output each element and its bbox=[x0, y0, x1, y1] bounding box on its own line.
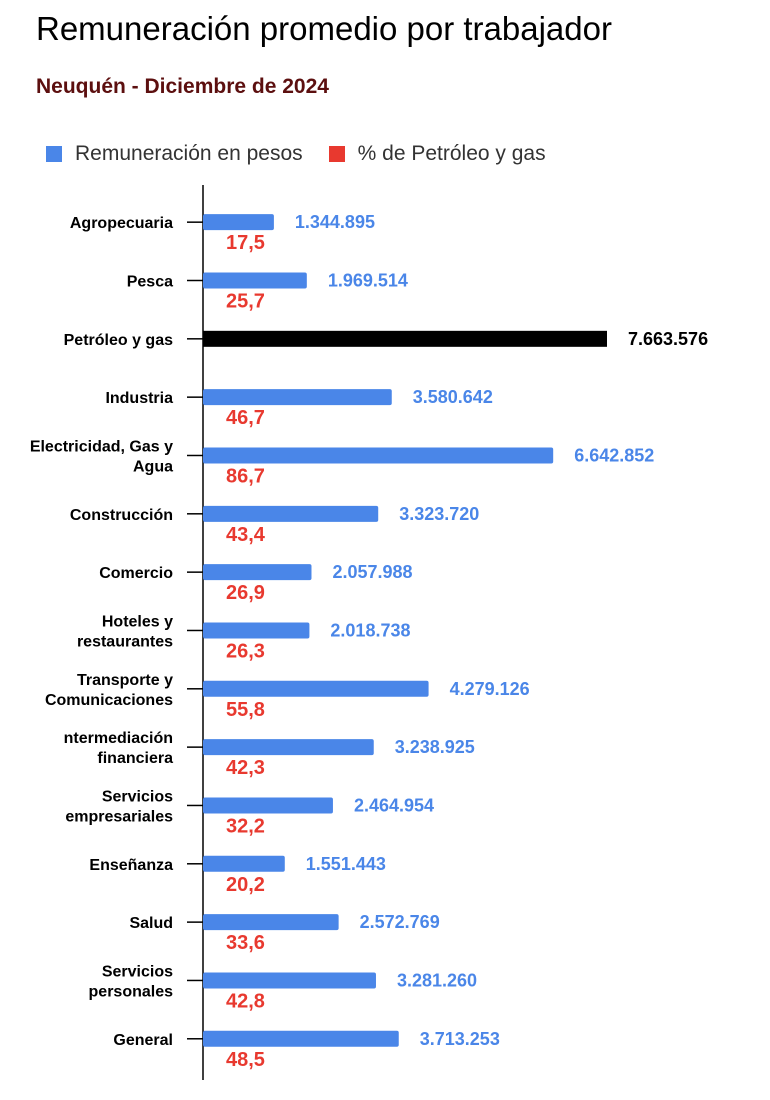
legend-swatch-remuneracion bbox=[46, 146, 62, 162]
bar-remuneracion bbox=[203, 1030, 399, 1047]
category-label: Construcción bbox=[70, 507, 173, 524]
category-label: personales bbox=[89, 983, 174, 1000]
bar-remuneracion bbox=[203, 972, 376, 989]
bar-remuneracion bbox=[203, 330, 607, 347]
value-label-porcentaje: 17,5 bbox=[226, 232, 265, 254]
category-label: Comunicaciones bbox=[45, 692, 173, 709]
legend-label-porcentaje: % de Petróleo y gas bbox=[357, 142, 546, 165]
bar-remuneracion bbox=[203, 505, 379, 522]
value-label-remuneracion: 1.969.514 bbox=[328, 270, 408, 290]
category-label: Agropecuaria bbox=[70, 215, 173, 232]
category-label: ntermediación bbox=[64, 730, 173, 747]
value-label-porcentaje: 42,3 bbox=[226, 757, 265, 779]
chart-title: Remuneración promedio por trabajador bbox=[36, 10, 612, 47]
value-label-porcentaje: 32,2 bbox=[226, 815, 265, 837]
category-label: financiera bbox=[97, 750, 173, 767]
category-label: Petróleo y gas bbox=[64, 332, 173, 349]
legend-item-remuneracion: Remuneración en pesos bbox=[46, 142, 303, 166]
value-label-porcentaje: 42,8 bbox=[226, 990, 265, 1012]
category-label: Servicios bbox=[102, 963, 173, 980]
value-label-remuneracion: 1.344.895 bbox=[295, 212, 375, 232]
value-label-porcentaje: 55,8 bbox=[226, 699, 265, 721]
value-label-remuneracion: 2.018.738 bbox=[330, 620, 410, 640]
legend-label-remuneracion: Remuneración en pesos bbox=[75, 142, 303, 165]
bar-remuneracion bbox=[203, 447, 554, 464]
bar-remuneracion bbox=[203, 214, 274, 231]
value-label-remuneracion: 7.663.576 bbox=[628, 329, 708, 349]
value-label-remuneracion: 3.323.720 bbox=[399, 504, 479, 524]
category-label: Hoteles y bbox=[102, 613, 173, 630]
value-label-remuneracion: 3.713.253 bbox=[420, 1029, 500, 1049]
value-label-remuneracion: 4.279.126 bbox=[450, 679, 530, 699]
category-label: empresariales bbox=[65, 808, 173, 825]
legend-item-porcentaje: % de Petróleo y gas bbox=[328, 142, 546, 166]
category-label: Transporte y bbox=[77, 672, 173, 689]
value-label-remuneracion: 2.464.954 bbox=[354, 795, 434, 815]
bar-remuneracion bbox=[203, 739, 374, 756]
bar-remuneracion bbox=[203, 389, 392, 406]
value-label-remuneracion: 3.580.642 bbox=[413, 387, 493, 407]
value-label-remuneracion: 2.057.988 bbox=[332, 562, 412, 582]
value-label-porcentaje: 86,7 bbox=[226, 465, 265, 487]
value-label-remuneracion: 3.238.925 bbox=[395, 737, 475, 757]
value-label-porcentaje: 26,3 bbox=[226, 640, 265, 662]
bar-remuneracion bbox=[203, 564, 312, 581]
value-label-porcentaje: 26,9 bbox=[226, 582, 265, 604]
bar-remuneracion bbox=[203, 622, 310, 639]
value-label-remuneracion: 3.281.260 bbox=[397, 970, 477, 990]
category-label: restaurantes bbox=[77, 633, 173, 650]
category-label: Industria bbox=[105, 390, 173, 407]
value-label-porcentaje: 48,5 bbox=[226, 1049, 265, 1071]
value-label-porcentaje: 25,7 bbox=[226, 290, 265, 312]
category-label: Servicios bbox=[102, 788, 173, 805]
chart-subtitle: Neuquén - Diciembre de 2024 bbox=[36, 75, 329, 98]
bar-remuneracion bbox=[203, 680, 429, 697]
legend-swatch-porcentaje bbox=[328, 146, 345, 162]
bar-remuneracion bbox=[203, 855, 285, 872]
value-label-remuneracion: 6.642.852 bbox=[574, 445, 654, 465]
value-label-porcentaje: 43,4 bbox=[226, 524, 266, 546]
bar-remuneracion bbox=[203, 272, 307, 289]
value-label-porcentaje: 46,7 bbox=[226, 407, 265, 429]
bar-remuneracion bbox=[203, 914, 339, 931]
legend: Remuneración en pesos % de Petróleo y ga… bbox=[46, 140, 572, 168]
category-label: Agua bbox=[133, 458, 173, 475]
value-label-porcentaje: 20,2 bbox=[226, 874, 265, 896]
bar-remuneracion bbox=[203, 797, 333, 814]
category-label: Comercio bbox=[99, 565, 173, 582]
category-label: Enseñanza bbox=[89, 857, 173, 874]
category-label: Salud bbox=[129, 915, 173, 932]
value-label-porcentaje: 33,6 bbox=[226, 932, 265, 954]
value-label-remuneracion: 1.551.443 bbox=[306, 854, 386, 874]
category-label: General bbox=[113, 1032, 173, 1049]
category-label: Electricidad, Gas y bbox=[30, 438, 173, 455]
category-label: Pesca bbox=[127, 273, 173, 290]
value-label-remuneracion: 2.572.769 bbox=[360, 912, 440, 932]
